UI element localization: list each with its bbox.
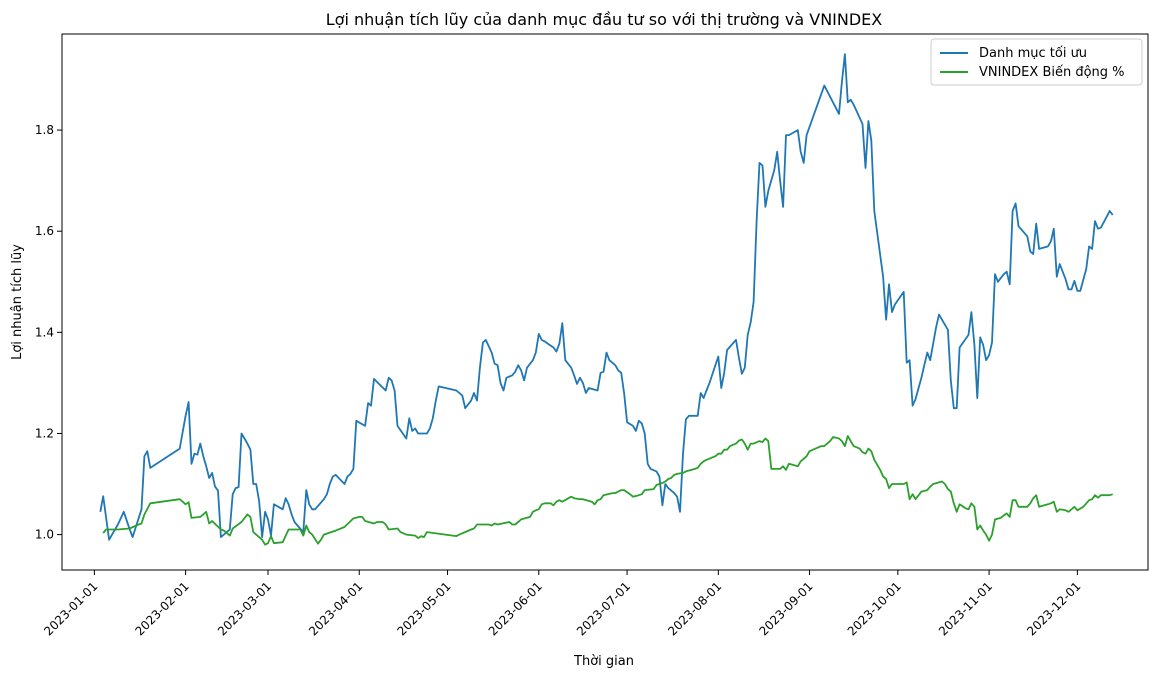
x-tick-label: 2023-01-01 — [41, 579, 100, 638]
x-tick-label: 2023-07-01 — [574, 579, 633, 638]
y-tick-label: 1.6 — [35, 224, 54, 238]
series-lines — [99, 53, 1114, 546]
y-tick-label: 1.2 — [35, 426, 54, 440]
x-axis: 2023-01-01 2023-02-01 2023-03-01 2023-04-01… — [41, 570, 1083, 638]
series-line-vnindex — [102, 435, 1113, 546]
legend-label-danh-muc: Danh mục tối ưu — [979, 46, 1087, 61]
legend: Danh mục tối ưu VNINDEX Biến động % — [930, 38, 1143, 86]
x-tick-label: 2023-12-01 — [1024, 579, 1083, 638]
y-axis: 1.0 1.2 1.4 1.6 1.8 — [35, 123, 62, 542]
x-tick-label: 2023-09-01 — [756, 579, 815, 638]
y-tick-label: 1.0 — [35, 528, 54, 542]
x-tick-label: 2023-02-01 — [133, 579, 192, 638]
y-tick-label: 1.4 — [35, 325, 54, 339]
y-tick-label: 1.8 — [35, 123, 54, 137]
chart-title: Lợi nhuận tích lũy của danh mục đầu tư s… — [326, 10, 883, 29]
legend-frame — [930, 38, 1143, 86]
x-tick-label: 2023-06-01 — [486, 579, 545, 638]
x-axis-title: Thời gian — [573, 654, 634, 669]
x-tick-label: 2023-11-01 — [936, 579, 995, 638]
x-tick-label: 2023-05-01 — [394, 579, 453, 638]
y-axis-title: Lợi nhuận tích lũy — [10, 244, 25, 360]
x-tick-label: 2023-04-01 — [306, 579, 365, 638]
series-line-danh-muc — [99, 53, 1114, 541]
x-tick-label: 2023-03-01 — [215, 579, 274, 638]
plot-area-frame — [61, 33, 1149, 571]
x-tick-label: 2023-10-01 — [845, 579, 904, 638]
legend-label-vnindex: VNINDEX Biến động % — [979, 65, 1125, 80]
x-tick-label: 2023-08-01 — [665, 579, 724, 638]
